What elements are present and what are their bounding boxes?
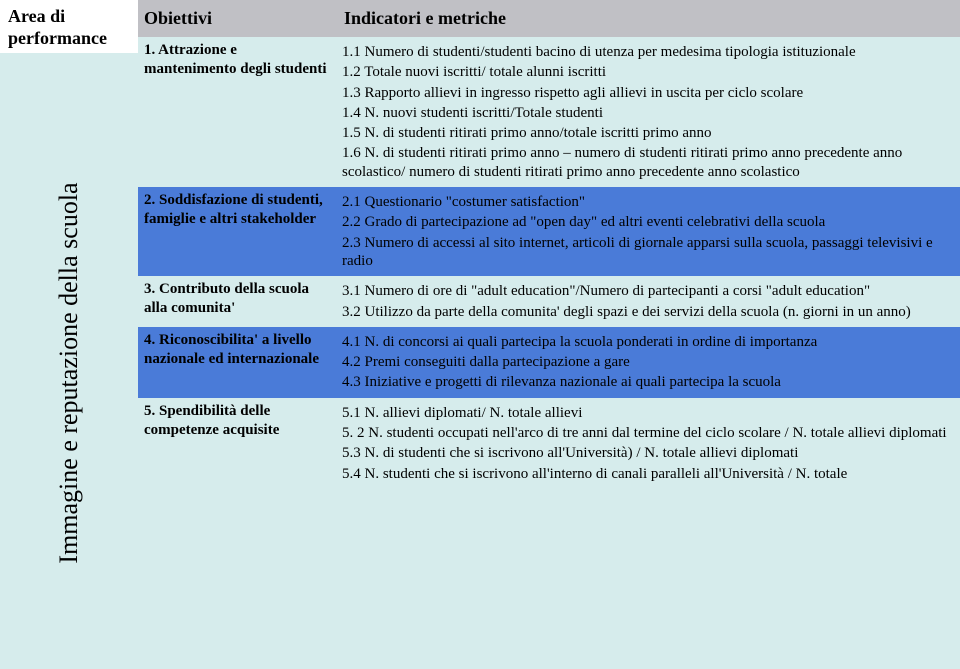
indicator-line: 4.3 Iniziative e progetti di rilevanza n… <box>342 373 954 391</box>
right-column: Obiettivi Indicatori e metriche 1. Attra… <box>138 0 960 669</box>
header-obiettivi: Obiettivi <box>138 0 338 37</box>
objective-cell: 3. Contributo della scuola alla comunita… <box>138 276 338 327</box>
vertical-label: Immagine e reputazione della scuola <box>54 183 84 564</box>
indicator-line: 5.4 N. studenti che si iscrivono all'int… <box>342 465 954 483</box>
indicator-line: 1.3 Rapporto allievi in ingresso rispett… <box>342 84 954 102</box>
left-column: Area di performance Immagine e reputazio… <box>0 0 138 669</box>
indicator-line: 3.2 Utilizzo da parte della comunita' de… <box>342 303 954 321</box>
indicator-line: 1.6 N. di studenti ritirati primo anno –… <box>342 144 954 181</box>
indicator-line: 3.1 Numero di ore di "adult education"/N… <box>342 282 954 300</box>
indicator-line: 1.5 N. di studenti ritirati primo anno/t… <box>342 124 954 142</box>
objective-cell: 4. Riconoscibilita' a livello nazionale … <box>138 327 338 398</box>
objective-cell: 5. Spendibilità delle competenze acquisi… <box>138 398 338 669</box>
indicator-line: 5.3 N. di studenti che si iscrivono all'… <box>342 444 954 462</box>
table-row: 2. Soddisfazione di studenti, famiglie e… <box>138 187 960 276</box>
indicator-line: 2.1 Questionario "costumer satisfaction" <box>342 193 954 211</box>
objective-cell: 2. Soddisfazione di studenti, famiglie e… <box>138 187 338 276</box>
indicators-cell: 5.1 N. allievi diplomati/ N. totale alli… <box>338 398 960 669</box>
indicator-line: 5.1 N. allievi diplomati/ N. totale alli… <box>342 404 954 422</box>
header-indicatori: Indicatori e metriche <box>338 0 960 37</box>
table-row: 4. Riconoscibilita' a livello nazionale … <box>138 327 960 398</box>
indicators-cell: 4.1 N. di concorsi ai quali partecipa la… <box>338 327 960 398</box>
indicators-cell: 2.1 Questionario "costumer satisfaction"… <box>338 187 960 276</box>
table-header: Obiettivi Indicatori e metriche <box>138 0 960 37</box>
objective-cell: 1. Attrazione e mantenimento degli stude… <box>138 37 338 187</box>
indicator-line: 4.1 N. di concorsi ai quali partecipa la… <box>342 333 954 351</box>
area-title: Area di performance <box>0 0 138 53</box>
indicators-cell: 3.1 Numero di ore di "adult education"/N… <box>338 276 960 327</box>
indicator-line: 4.2 Premi conseguiti dalla partecipazion… <box>342 353 954 371</box>
table-row: 1. Attrazione e mantenimento degli stude… <box>138 37 960 187</box>
indicator-line: 1.2 Totale nuovi iscritti/ totale alunni… <box>342 63 954 81</box>
indicator-line: 1.1 Numero di studenti/studenti bacino d… <box>342 43 954 61</box>
indicator-line: 2.2 Grado di partecipazione ad "open day… <box>342 213 954 231</box>
page-root: Area di performance Immagine e reputazio… <box>0 0 960 669</box>
indicator-line: 5. 2 N. studenti occupati nell'arco di t… <box>342 424 954 442</box>
table-row: 5. Spendibilità delle competenze acquisi… <box>138 398 960 669</box>
table-row: 3. Contributo della scuola alla comunita… <box>138 276 960 327</box>
indicators-cell: 1.1 Numero di studenti/studenti bacino d… <box>338 37 960 187</box>
indicator-line: 1.4 N. nuovi studenti iscritti/Totale st… <box>342 104 954 122</box>
vertical-label-panel: Immagine e reputazione della scuola <box>0 53 138 669</box>
table-body: 1. Attrazione e mantenimento degli stude… <box>138 37 960 669</box>
indicator-line: 2.3 Numero di accessi al sito internet, … <box>342 234 954 271</box>
